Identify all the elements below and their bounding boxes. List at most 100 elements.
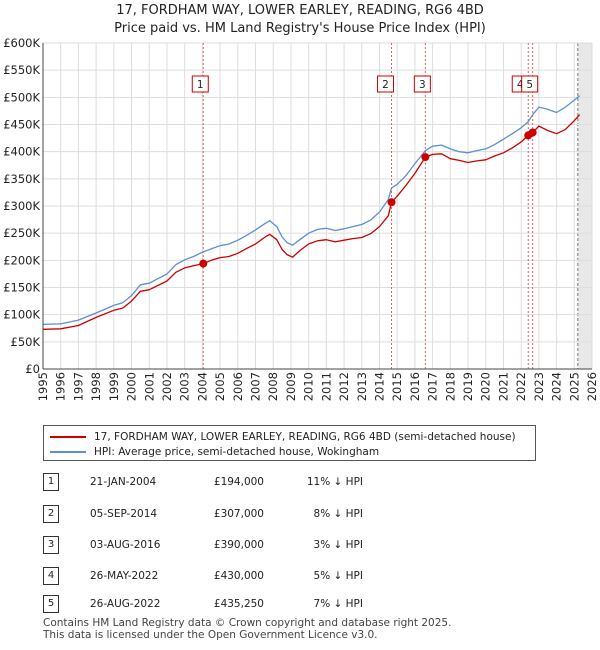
transaction-label-box [521, 75, 539, 93]
x-tick-label: 2001 [142, 372, 156, 401]
transaction-price: £430,000 [213, 570, 264, 582]
transaction-label-box [191, 75, 209, 93]
legend-item-hpi: HPI: Average price, semi-detached house,… [50, 444, 379, 460]
x-tick-label: 2002 [160, 372, 174, 401]
y-tick-label: £350K [3, 172, 40, 186]
y-tick-label: £600K [3, 36, 40, 50]
x-tick-label: 2008 [266, 372, 280, 401]
series-line-hpi [42, 95, 581, 326]
x-tick-label: 2004 [195, 372, 209, 401]
footer-line-licence: This data is licensed under the Open Gov… [43, 629, 378, 641]
transaction-price: £390,000 [213, 539, 264, 551]
transaction-label-box [413, 75, 431, 93]
x-tick-label: 1996 [54, 372, 68, 401]
transaction-label-1: 1 [191, 75, 209, 93]
transaction-point-2 [387, 198, 396, 207]
y-tick-label: £50K [11, 335, 41, 349]
x-tick-label: 2023 [532, 372, 546, 401]
x-tick-label: 2021 [496, 372, 510, 401]
y-tick-label: £0 [25, 362, 40, 376]
x-tick-label: 1997 [71, 372, 85, 401]
transaction-price: £194,000 [213, 476, 264, 488]
table-row: 4 26-MAY-2022 £430,000 5% ↓ HPI [43, 567, 443, 585]
x-tick-label: 2019 [461, 372, 475, 401]
table-row: 1 21-JAN-2004 £194,000 11% ↓ HPI [43, 473, 443, 491]
x-tick-label: 2013 [355, 372, 369, 401]
transaction-hpi-diff: 11% ↓ HPI [306, 476, 363, 488]
transaction-label-text: 4 [517, 79, 524, 91]
x-tick-label: 2007 [249, 372, 263, 401]
x-tick-label: 2026 [585, 372, 599, 401]
x-tick-label: 2010 [302, 372, 316, 401]
transaction-date: 26-MAY-2022 [90, 570, 159, 582]
series-line-property [42, 114, 581, 330]
x-tick-label: 2016 [408, 372, 422, 401]
x-tick-label: 2012 [337, 372, 351, 401]
y-tick-label: £450K [3, 118, 40, 132]
y-tick-label: £400K [3, 145, 40, 159]
transaction-marker: 4 [43, 567, 59, 585]
y-tick-label: £150K [3, 281, 40, 295]
transaction-label-text: 5 [526, 79, 533, 91]
transaction-label-2: 2 [377, 75, 395, 93]
transaction-hpi-diff: 7% ↓ HPI [313, 598, 363, 610]
x-tick-label: 2011 [319, 372, 333, 401]
transaction-date: 05-SEP-2014 [90, 508, 158, 520]
y-tick-label: £200K [3, 253, 40, 267]
footer-attribution: Contains HM Land Registry data © Crown c… [43, 617, 451, 641]
table-row: 5 26-AUG-2022 £435,250 7% ↓ HPI [43, 595, 443, 613]
x-tick-label: 2017 [426, 372, 440, 401]
legend-swatch-hpi [50, 451, 86, 453]
x-tick-label: 2018 [443, 372, 457, 401]
transaction-price: £435,250 [213, 598, 264, 610]
y-tick-label: £250K [3, 226, 40, 240]
transaction-price: £307,000 [213, 508, 264, 520]
chart-legend: 17, FORDHAM WAY, LOWER EARLEY, READING, … [43, 425, 536, 461]
transaction-label-5: 5 [521, 75, 539, 93]
legend-label-property: 17, FORDHAM WAY, LOWER EARLEY, READING, … [94, 431, 516, 443]
chart-title-block: 17, FORDHAM WAY, LOWER EARLEY, READING, … [0, 2, 600, 38]
y-tick-label: £550K [3, 63, 40, 77]
y-tick-label: £500K [3, 90, 40, 104]
transaction-label-3: 3 [413, 75, 431, 93]
footer-line-copyright: Contains HM Land Registry data © Crown c… [43, 617, 452, 629]
transaction-date: 03-AUG-2016 [90, 539, 161, 551]
x-tick-label: 1995 [36, 372, 50, 401]
x-tick-label: 2025 [567, 372, 581, 401]
transaction-marker: 5 [43, 595, 59, 613]
transaction-point-3 [421, 153, 430, 162]
transaction-hpi-diff: 3% ↓ HPI [313, 539, 363, 551]
transaction-point-5 [528, 128, 537, 137]
chart-title: 17, FORDHAM WAY, LOWER EARLEY, READING, … [116, 3, 484, 18]
x-tick-label: 2000 [125, 372, 139, 401]
x-tick-label: 2022 [514, 372, 528, 401]
transaction-hpi-diff: 8% ↓ HPI [313, 508, 363, 520]
x-tick-label: 1999 [107, 372, 121, 401]
x-tick-label: 2005 [213, 372, 227, 401]
transaction-label-text: 2 [382, 79, 389, 91]
legend-label-hpi: HPI: Average price, semi-detached house,… [94, 446, 380, 458]
transaction-date: 21-JAN-2004 [90, 476, 157, 488]
legend-swatch-property [50, 436, 86, 438]
y-tick-label: £300K [3, 199, 40, 213]
x-tick-label: 2015 [390, 372, 404, 401]
transaction-label-box [377, 75, 395, 93]
transaction-label-text: 3 [419, 79, 426, 91]
y-tick-label: £100K [3, 308, 40, 322]
table-row: 2 05-SEP-2014 £307,000 8% ↓ HPI [43, 505, 443, 523]
x-tick-label: 2014 [372, 372, 386, 401]
transaction-marker: 2 [43, 505, 59, 523]
transaction-point-1 [199, 259, 208, 268]
chart-subtitle: Price paid vs. HM Land Registry's House … [114, 21, 486, 36]
transaction-hpi-diff: 5% ↓ HPI [313, 570, 363, 582]
x-tick-label: 2006 [231, 372, 245, 401]
x-tick-label: 2024 [550, 372, 564, 401]
x-tick-label: 2009 [284, 372, 298, 401]
legend-item-property: 17, FORDHAM WAY, LOWER EARLEY, READING, … [50, 429, 516, 445]
transaction-marker: 1 [43, 473, 59, 491]
x-tick-label: 2003 [178, 372, 192, 401]
table-row: 3 03-AUG-2016 £390,000 3% ↓ HPI [43, 536, 443, 554]
transaction-date: 26-AUG-2022 [90, 598, 161, 610]
x-tick-label: 2020 [479, 372, 493, 401]
